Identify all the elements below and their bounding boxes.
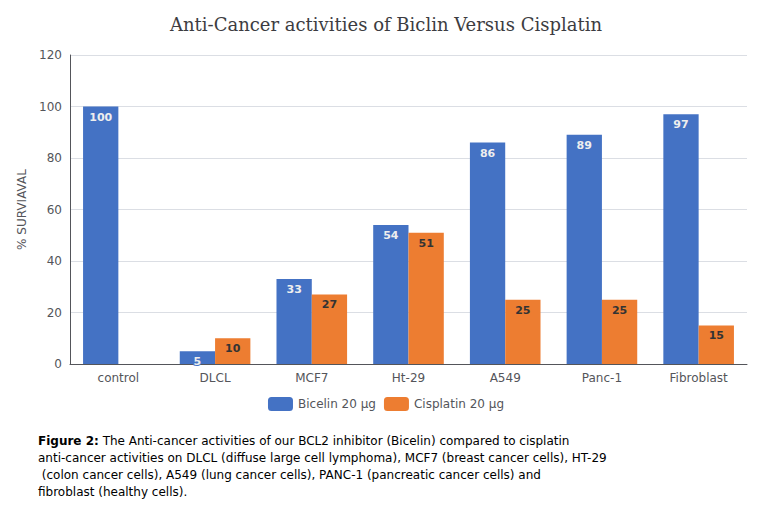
svg-text:0: 0 (54, 357, 62, 371)
svg-text:(colon cancer cells), A549 (lu: (colon cancer cells), A549 (lung cancer … (38, 468, 545, 482)
svg-text:control: control (98, 371, 140, 385)
svg-text:MCF7: MCF7 (295, 371, 328, 385)
svg-text:20: 20 (47, 306, 62, 320)
svg-text:25: 25 (515, 304, 530, 317)
svg-text:97: 97 (673, 118, 688, 131)
svg-text:27: 27 (322, 298, 337, 311)
svg-text:A549: A549 (490, 371, 521, 385)
svg-text:Anti-Cancer activities of Bicl: Anti-Cancer activities of Biclin Versus … (169, 14, 602, 35)
svg-text:25: 25 (612, 304, 627, 317)
svg-text:DLCL: DLCL (200, 371, 231, 385)
svg-text:Cisplatin 20 μg: Cisplatin 20 μg (414, 397, 504, 411)
svg-text:80: 80 (47, 151, 62, 165)
svg-text:anti-cancer activities on DLCL: anti-cancer activities on DLCL (diffuse … (38, 451, 607, 465)
svg-text:54: 54 (383, 229, 399, 242)
svg-text:The Anti-cancer activities of: The Anti-cancer activities of our BCL2 i… (99, 434, 573, 448)
svg-text:5: 5 (194, 355, 202, 368)
svg-text:40: 40 (47, 254, 62, 268)
svg-text:89: 89 (577, 139, 592, 152)
svg-text:Bicelin 20 μg: Bicelin 20 μg (298, 397, 376, 411)
svg-text:100: 100 (89, 111, 112, 124)
svg-text:Ht-29: Ht-29 (392, 371, 425, 385)
svg-text:% SURVIAVAL: % SURVIAVAL (15, 169, 29, 250)
svg-text:10: 10 (225, 342, 241, 355)
svg-text:100: 100 (39, 100, 62, 114)
svg-text:fibroblast (healthy cells).: fibroblast (healthy cells). (38, 485, 187, 499)
svg-text:Panc-1: Panc-1 (582, 371, 622, 385)
svg-text:60: 60 (47, 203, 62, 217)
svg-text:33: 33 (286, 283, 301, 296)
svg-text:Fibroblast: Fibroblast (670, 371, 729, 385)
svg-text:51: 51 (418, 237, 433, 250)
svg-text:86: 86 (480, 147, 496, 160)
svg-text:Figure 2:: Figure 2: (38, 434, 99, 448)
svg-text:120: 120 (39, 48, 62, 62)
svg-text:15: 15 (709, 329, 724, 342)
